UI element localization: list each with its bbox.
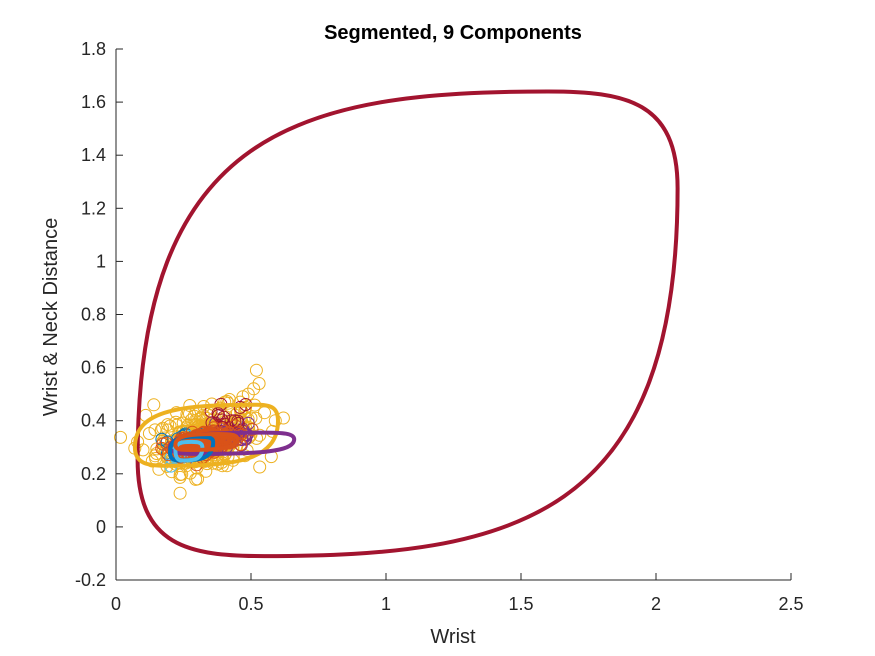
data-point: [247, 382, 261, 396]
y-tick-label: 0.2: [81, 464, 106, 484]
x-tick-label: 1.5: [508, 594, 533, 614]
data-point: [156, 421, 170, 435]
data-point: [253, 460, 267, 474]
x-tick-label: 1: [381, 594, 391, 614]
gaussian-ellipse-0: [135, 89, 680, 559]
data-point: [189, 472, 203, 486]
y-tick-label: 1.6: [81, 92, 106, 112]
axes: 0 0.5 1 1.5 2 2.5-0.200.20.40.60.811.21.41.61…: [75, 39, 804, 614]
data-point: [212, 408, 226, 422]
data-point: [170, 418, 184, 432]
chart-title: Segmented, 9 Components: [324, 22, 582, 44]
data-point: [245, 422, 259, 436]
data-point: [241, 387, 255, 401]
x-tick-label: 2: [651, 594, 661, 614]
data-point: [220, 394, 234, 408]
data-point: [114, 430, 127, 444]
data-point: [175, 467, 189, 481]
y-tick-label: 0: [96, 517, 106, 537]
data-point: [163, 419, 177, 433]
data-point: [249, 363, 263, 377]
gaussian-ellipse-1: [132, 402, 281, 468]
data-point: [252, 377, 266, 390]
y-tick-label: 1.4: [81, 145, 106, 165]
data-point: [194, 412, 208, 426]
data-point: [161, 418, 175, 432]
data-point: [147, 398, 161, 412]
y-tick-label: 0.4: [81, 411, 106, 431]
y-tick-label: -0.2: [75, 570, 106, 590]
data-point: [145, 454, 159, 468]
x-tick-label: 2.5: [778, 594, 803, 614]
y-tick-label: 1: [96, 251, 106, 271]
data-point: [176, 416, 190, 430]
y-tick-label: 1.8: [81, 39, 106, 59]
data-point: [173, 486, 187, 500]
y-tick-label: 1.2: [81, 198, 106, 218]
y-tick-label: 0.6: [81, 358, 106, 378]
x-axis-label: Wrist: [430, 626, 476, 648]
gaussian-ellipse-4: [173, 439, 205, 463]
x-tick-label: 0: [111, 594, 121, 614]
y-axis-label: Wrist & Neck Distance: [40, 218, 62, 417]
gaussian-ellipse-5: [173, 431, 240, 452]
y-tick-label: 0.8: [81, 305, 106, 325]
data-point: [233, 400, 247, 414]
data-point: [142, 427, 156, 440]
plot-area: [114, 89, 680, 559]
x-tick-label: 0.5: [238, 594, 263, 614]
